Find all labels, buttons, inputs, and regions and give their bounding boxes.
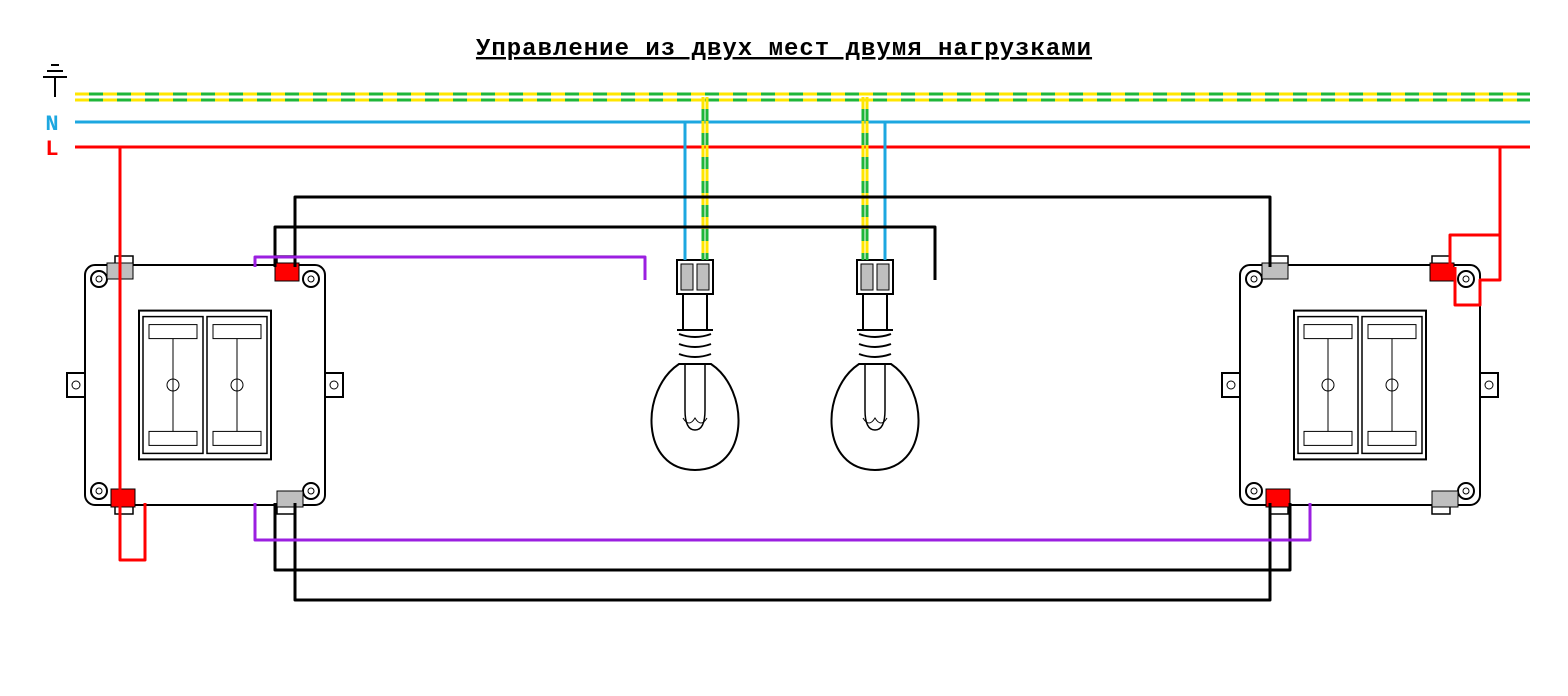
diagram-title: Управление из двух мест двумя нагрузками — [476, 36, 1092, 63]
light-bulb — [651, 334, 738, 470]
live-label: L — [45, 137, 58, 162]
light-bulb — [831, 334, 918, 470]
neutral-label: N — [45, 112, 58, 137]
switch — [1240, 265, 1480, 505]
